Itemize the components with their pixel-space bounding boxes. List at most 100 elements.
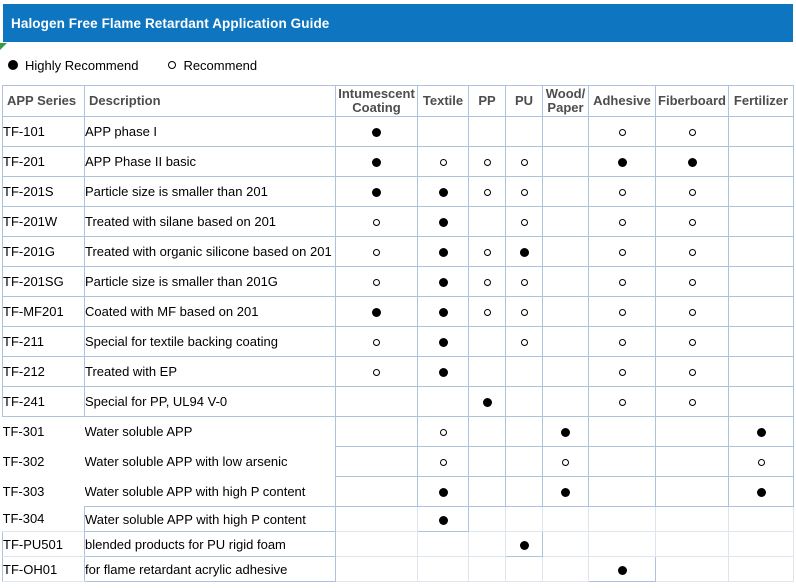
marker-cell-wood xyxy=(542,146,589,177)
description-cell: Water soluble APP xyxy=(84,424,193,440)
recommend-icon xyxy=(688,309,696,317)
marker-cell-textile xyxy=(417,266,469,297)
marker-cell-pp xyxy=(468,531,506,557)
recommend-icon xyxy=(618,339,626,347)
recommend-icon xyxy=(520,309,528,317)
marker-cell-adhesive xyxy=(588,446,656,477)
marker-cell-fertilizer xyxy=(728,446,794,477)
recommend-icon xyxy=(618,309,626,317)
marker-cell-fiberboard xyxy=(655,386,729,417)
marker-cell-intumescent xyxy=(335,506,418,532)
marker-cell-intumescent xyxy=(335,356,418,387)
recommend-icon xyxy=(757,459,765,467)
marker-cell-fertilizer xyxy=(728,236,794,267)
marker-cell-fertilizer xyxy=(728,266,794,297)
column-header: PU xyxy=(505,85,543,117)
marker-cell-intumescent xyxy=(335,556,418,582)
page-title: Halogen Free Flame Retardant Application… xyxy=(11,15,330,31)
marker-cell-adhesive xyxy=(588,116,656,147)
marker-cell-textile xyxy=(417,146,469,177)
series-cell: TF-MF201 xyxy=(2,296,85,327)
series-cell: TF-212 xyxy=(2,356,85,387)
marker-cell-fiberboard xyxy=(655,446,729,477)
marker-cell-fertilizer xyxy=(728,476,794,507)
marker-cell-fertilizer xyxy=(728,506,794,532)
marker-cell-fiberboard xyxy=(655,116,729,147)
column-header: PP xyxy=(468,85,506,117)
marker-cell-intumescent xyxy=(335,116,418,147)
marker-cell-wood xyxy=(542,556,589,582)
marker-cell-intumescent xyxy=(335,266,418,297)
highly-recommend-icon xyxy=(438,218,448,228)
series-cell: TF-201G xyxy=(2,236,85,267)
marker-cell-intumescent xyxy=(335,531,418,557)
table-row: TF-201G Treated with organic silicone bas… xyxy=(2,236,794,267)
marker-cell-intumescent xyxy=(335,416,418,447)
table-row: TF-304 Water soluble APP with high P cont… xyxy=(2,506,794,532)
marker-cell-fertilizer xyxy=(728,356,794,387)
marker-cell-pp xyxy=(468,506,506,532)
marker-cell-pu xyxy=(505,556,543,582)
highly-recommend-icon xyxy=(372,158,381,168)
marker-cell-wood xyxy=(542,176,589,207)
table-row: TF-201W Treated with silane based on 201 xyxy=(2,206,794,237)
marker-cell-wood xyxy=(542,446,589,477)
recommend-icon xyxy=(688,129,696,137)
marker-cell-intumescent xyxy=(335,146,418,177)
marker-cell-pp xyxy=(468,206,506,237)
table-row: TF-PU501 blended products for PU rigid fo… xyxy=(2,531,794,557)
highly-recommend-icon xyxy=(561,428,570,438)
marker-cell-wood xyxy=(542,506,589,532)
marker-cell-pu xyxy=(505,446,543,477)
marker-cell-pp xyxy=(468,416,506,447)
marker-cell-pp xyxy=(468,476,506,507)
marker-cell-wood xyxy=(542,266,589,297)
marker-cell-pu xyxy=(505,506,543,532)
series-cell: TF-304 xyxy=(2,511,45,527)
marker-cell-intumescent xyxy=(335,476,418,507)
marker-cell-wood xyxy=(542,116,589,147)
highly-recommend-icon xyxy=(372,128,381,138)
recommend-icon xyxy=(520,279,528,287)
table-row: TF-201SG Particle size is smaller than 20… xyxy=(2,266,794,297)
marker-cell-fiberboard xyxy=(655,146,729,177)
table-row: TF-MF201 Coated with MF based on 201 xyxy=(2,296,794,327)
description-cell: Treated with organic silicone based on 2… xyxy=(84,236,336,267)
marker-cell-adhesive xyxy=(588,531,656,557)
series-cell: TF-241 xyxy=(2,386,85,417)
table-row: TF-201 APP Phase II basic xyxy=(2,146,794,177)
description-cell: Coated with MF based on 201 xyxy=(84,296,336,327)
series-cell: TF-211 xyxy=(2,326,85,357)
marker-cell-pp xyxy=(468,556,506,582)
marker-cell-adhesive xyxy=(588,206,656,237)
recommend-icon xyxy=(373,219,380,227)
marker-cell-textile xyxy=(417,176,469,207)
description-cell: Water soluble APP with low arsenic xyxy=(84,454,288,469)
marker-cell-adhesive xyxy=(588,326,656,357)
series-cell: TF-201SG xyxy=(2,266,85,297)
marker-cell-fiberboard xyxy=(655,266,729,297)
marker-cell-textile xyxy=(417,476,469,507)
marker-cell-pp xyxy=(468,266,506,297)
marker-cell-fiberboard xyxy=(655,206,729,237)
header-row: APP Series Description Intumescent Coating… xyxy=(2,85,794,117)
marker-cell-wood xyxy=(542,296,589,327)
marker-cell-adhesive xyxy=(588,476,656,507)
marker-cell-pp xyxy=(468,116,506,147)
marker-cell-pp xyxy=(468,326,506,357)
marker-cell-fertilizer xyxy=(728,416,794,447)
highly-recommend-icon xyxy=(438,248,448,258)
series-cell: TF-101 xyxy=(2,116,85,147)
legend-recommend: Recommend xyxy=(168,58,257,73)
recommend-icon xyxy=(439,159,447,167)
marker-cell-fertilizer xyxy=(728,176,794,207)
description-cell: Water soluble APP with high P content xyxy=(84,483,306,499)
highly-recommend-icon xyxy=(756,428,766,438)
marker-cell-textile xyxy=(417,416,469,447)
marker-cell-fiberboard xyxy=(655,531,729,557)
marker-cell-wood xyxy=(542,386,589,417)
marker-cell-pu xyxy=(505,476,543,507)
marker-cell-intumescent xyxy=(335,326,418,357)
highly-recommend-icon xyxy=(561,488,570,498)
description-cell: Water soluble APP with high P content xyxy=(84,506,336,532)
